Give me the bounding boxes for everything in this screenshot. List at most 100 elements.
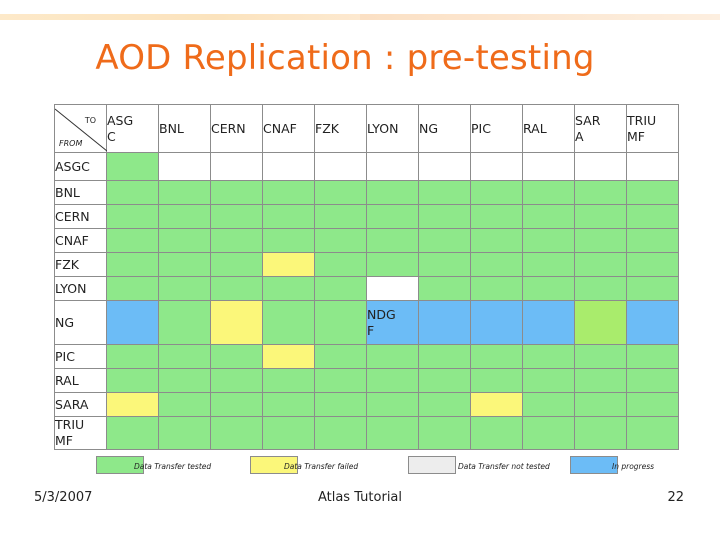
status-cell: [210, 204, 263, 229]
diagonal-divider: [55, 108, 107, 152]
status-cell: [626, 252, 679, 277]
status-cell: [210, 416, 263, 450]
status-cell: [626, 392, 679, 417]
status-cell: [158, 252, 211, 277]
status-cell: [418, 204, 471, 229]
status-cell: [626, 416, 679, 450]
status-cell: [106, 180, 159, 205]
status-cell: [106, 368, 159, 393]
status-cell: [366, 416, 419, 450]
legend-label: Data Transfer failed: [284, 462, 359, 471]
legend-swatch: [408, 456, 456, 474]
status-cell: [262, 416, 315, 450]
status-cell: [470, 416, 523, 450]
status-cell: [314, 300, 367, 345]
status-cell: [106, 152, 159, 181]
status-cell: [366, 276, 419, 301]
status-cell: [418, 276, 471, 301]
status-cell: [210, 152, 263, 181]
status-cell: [314, 152, 367, 181]
status-cell: [314, 204, 367, 229]
status-cell: [366, 344, 419, 369]
decorative-top-bar: [0, 14, 720, 20]
status-cell: [314, 228, 367, 253]
row-header: RAL: [54, 368, 107, 393]
top-bar-segment-left: [0, 14, 360, 20]
status-cell: [314, 392, 367, 417]
column-header: ASG C: [106, 104, 159, 153]
status-cell: [158, 204, 211, 229]
row-header: LYON: [54, 276, 107, 301]
status-cell: [418, 228, 471, 253]
status-cell: [314, 180, 367, 205]
status-cell: [470, 180, 523, 205]
row-header: ASGC: [54, 152, 107, 181]
status-cell: [470, 300, 523, 345]
status-cell: [522, 252, 575, 277]
status-cell: [522, 152, 575, 181]
row-header: CNAF: [54, 228, 107, 253]
status-cell: [366, 204, 419, 229]
status-cell: [626, 152, 679, 181]
status-cell: [210, 180, 263, 205]
column-header: CNAF: [262, 104, 315, 153]
status-cell: [418, 416, 471, 450]
status-cell: [574, 300, 627, 345]
status-cell: [522, 204, 575, 229]
status-cell: [366, 368, 419, 393]
row-header: PIC: [54, 344, 107, 369]
matrix-body: ASGC BNL CERN CNAF FZK LYON NG NDG F PIC RAL SARA TR…: [54, 152, 679, 450]
matrix-corner: TO FROM: [54, 104, 107, 153]
status-cell: [210, 300, 263, 345]
status-cell: [262, 152, 315, 181]
status-cell: [470, 392, 523, 417]
footer-presentation-name: Atlas Tutorial: [317, 490, 403, 505]
status-cell: [366, 252, 419, 277]
status-cell: [106, 300, 159, 345]
column-header: RAL: [522, 104, 575, 153]
status-cell: [366, 392, 419, 417]
row-header: CERN: [54, 204, 107, 229]
status-cell: [262, 204, 315, 229]
status-cell: [626, 276, 679, 301]
status-cell: [262, 180, 315, 205]
row-header: TRIU MF: [54, 416, 107, 450]
status-cell: [574, 368, 627, 393]
row-header: FZK: [54, 252, 107, 277]
status-cell: [626, 228, 679, 253]
matrix-row: CNAF: [54, 228, 679, 253]
status-cell: [574, 276, 627, 301]
status-cell: [262, 392, 315, 417]
legend-swatch: [250, 456, 298, 474]
status-cell: [106, 228, 159, 253]
status-cell: [626, 204, 679, 229]
status-cell: [314, 276, 367, 301]
status-cell: [418, 392, 471, 417]
status-cell: [418, 252, 471, 277]
status-cell: [522, 300, 575, 345]
status-cell: [366, 180, 419, 205]
legend-label: Data Transfer tested: [134, 462, 212, 471]
matrix-row: SARA: [54, 392, 679, 417]
status-cell: [158, 276, 211, 301]
status-cell: [106, 416, 159, 450]
status-cell: [418, 152, 471, 181]
column-header: CERN: [210, 104, 263, 153]
matrix-header-row: TO FROM ASG C BNL CERN CNAF FZK LYON NG PIC RAL SA…: [54, 104, 679, 153]
status-cell: [626, 300, 679, 345]
status-cell: [314, 416, 367, 450]
status-cell: [366, 228, 419, 253]
status-cell: [574, 204, 627, 229]
status-cell: [210, 252, 263, 277]
status-cell: [210, 392, 263, 417]
corner-from-label: FROM: [59, 139, 83, 148]
column-header: PIC: [470, 104, 523, 153]
matrix-row: CERN: [54, 204, 679, 229]
status-cell: [262, 276, 315, 301]
status-cell: [106, 392, 159, 417]
status-cell: [262, 300, 315, 345]
status-cell: [470, 152, 523, 181]
status-cell: [470, 204, 523, 229]
matrix-row: LYON: [54, 276, 679, 301]
status-cell: [522, 416, 575, 450]
